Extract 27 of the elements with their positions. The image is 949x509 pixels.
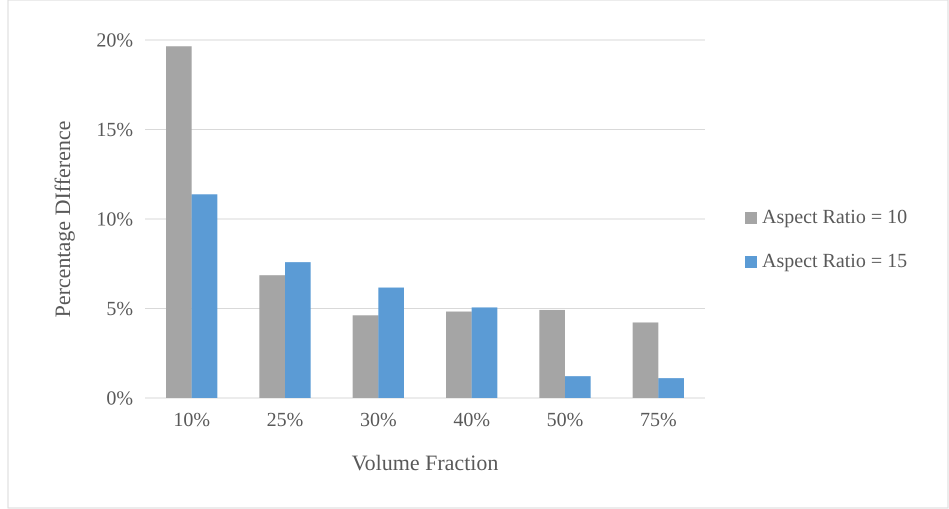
x-tick-label: 10%	[173, 409, 210, 432]
bar	[378, 288, 404, 398]
bar	[352, 315, 378, 398]
bar	[658, 378, 684, 398]
y-tick-label: 5%	[106, 298, 133, 320]
bar	[259, 275, 285, 398]
y-tick-label: 20%	[96, 29, 133, 52]
legend-label: Aspect Ratio = 15	[762, 250, 908, 272]
y-tick-label: 0%	[106, 387, 133, 410]
bar	[192, 194, 218, 398]
bar	[166, 46, 192, 398]
x-tick-label: 50%	[546, 409, 584, 432]
x-axis-title: Volume Fraction	[352, 450, 498, 475]
x-tick-label: 25%	[266, 409, 304, 432]
y-tick-label: 10%	[96, 208, 133, 230]
y-axis-title: Percentage DIfference	[50, 120, 75, 318]
bar	[539, 310, 565, 398]
bar	[472, 307, 498, 398]
bar	[446, 312, 472, 398]
bar	[285, 262, 311, 398]
x-tick-label: 30%	[360, 409, 397, 432]
x-tick-label: 75%	[640, 409, 677, 432]
x-tick-label: 40%	[453, 409, 490, 432]
y-tick-label: 15%	[96, 118, 133, 141]
bar	[565, 376, 591, 398]
bar	[632, 322, 658, 398]
legend-label: Aspect Ratio = 10	[762, 206, 908, 228]
